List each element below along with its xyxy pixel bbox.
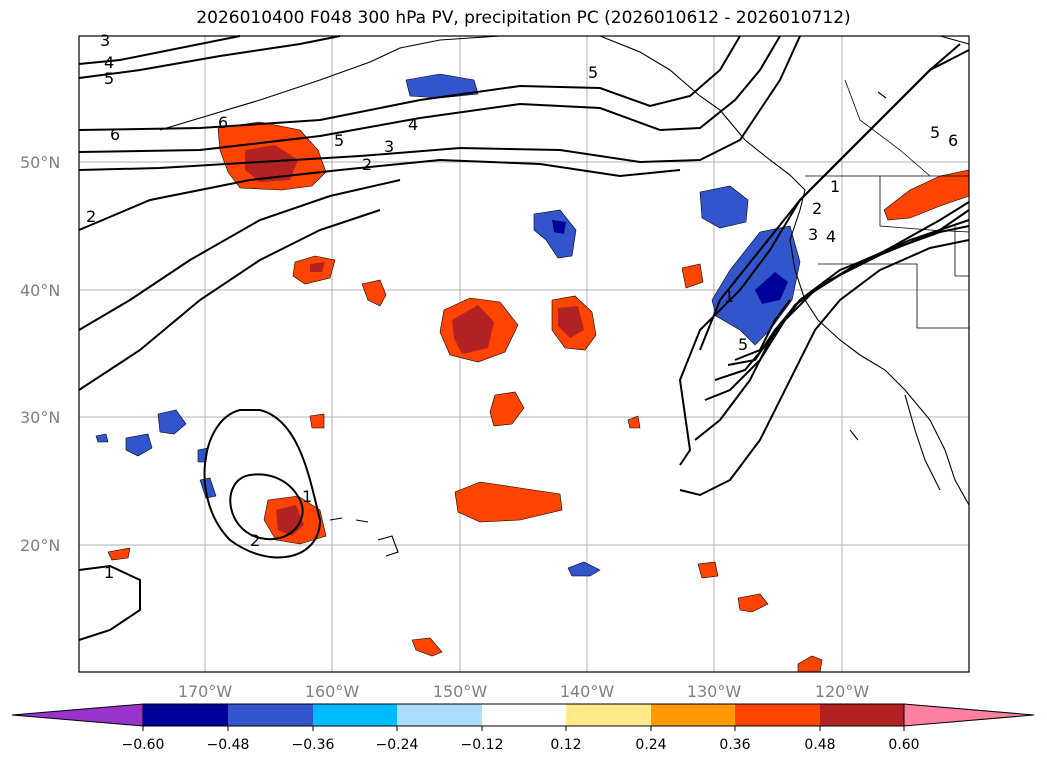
contour-label: 3 [384,137,394,156]
contour-label: 2 [812,199,822,218]
colorbar-extend-max [903,703,1035,727]
contour-label: 5 [930,123,940,142]
lat-labels: 50°N 40°N 30°N 20°N [20,153,60,555]
contour-label: 6 [110,125,120,144]
lat-label: 20°N [20,536,60,555]
lon-labels: 170°W 160°W 150°W 140°W 130°W 120°W [178,682,870,701]
contour-label: 3 [100,31,110,50]
contour-label: 5 [334,131,344,150]
lon-label: 170°W [178,682,233,701]
contour-label: 5 [104,69,114,88]
contour-label: 1 [302,487,312,506]
contour-label: 6 [218,113,228,132]
contour-label: 4 [408,115,418,134]
contour-label: 5 [738,335,748,354]
contour-label: 2 [250,531,260,550]
colorbar-tick-label: 0.36 [719,737,750,753]
lon-label: 120°W [815,682,870,701]
contour-label: 1 [104,563,114,582]
colorbar-segment [482,704,566,726]
contour-label: 1 [724,287,734,306]
colorbar: −0.60 −0.48 −0.36 −0.24 −0.12 0.12 0.24 … [11,703,1035,753]
contour-label: 4 [826,227,836,246]
contour-label: 1 [830,177,840,196]
colorbar-tick-label: −0.24 [376,737,419,753]
coastlines [159,35,970,557]
contour-label: 6 [948,131,958,150]
lat-label: 50°N [20,153,60,172]
colorbar-outline [142,703,905,727]
colorbar-tick-label: −0.48 [207,737,250,753]
colorbar-segment [820,704,904,726]
colorbar-segment [735,704,820,726]
map-area [79,36,969,672]
contour-label: 2 [86,207,96,226]
colorbar-tick-label: −0.12 [461,737,504,753]
map-title: 2026010400 F048 300 hPa PV, precipitatio… [196,8,851,28]
colorbar-segment [313,704,397,726]
colorbar-segment [566,704,651,726]
colorbar-tick-label: 0.24 [635,737,666,753]
colorbar-tick-label: 0.12 [550,737,581,753]
contour-label: 2 [362,155,372,174]
lat-label: 40°N [20,281,60,300]
lon-label: 160°W [305,682,360,701]
lat-label: 30°N [20,408,60,427]
contour-label: 5 [588,63,598,82]
lon-label: 150°W [433,682,488,701]
contour-label: 4 [104,53,114,72]
pv-contours [78,35,970,641]
colorbar-tick-label: 0.60 [888,737,919,753]
colorbar-segment [651,704,735,726]
contour-labels: 3 4 5 6 6 5 4 3 2 2 5 5 6 1 2 3 4 1 5 1 … [86,31,958,582]
colorbar-segment [397,704,482,726]
colorbar-tick-label: 0.48 [804,737,835,753]
contour-label: 3 [808,225,818,244]
borders [805,79,970,329]
map-border [78,35,970,673]
colorbar-tick-label: −0.60 [122,737,165,753]
colorbar-extend-min [11,703,144,727]
lon-label: 140°W [560,682,615,701]
lon-label: 130°W [687,682,742,701]
colorbar-segment [228,704,313,726]
colorbar-tick-label: −0.36 [292,737,335,753]
colorbar-segment [143,704,228,726]
